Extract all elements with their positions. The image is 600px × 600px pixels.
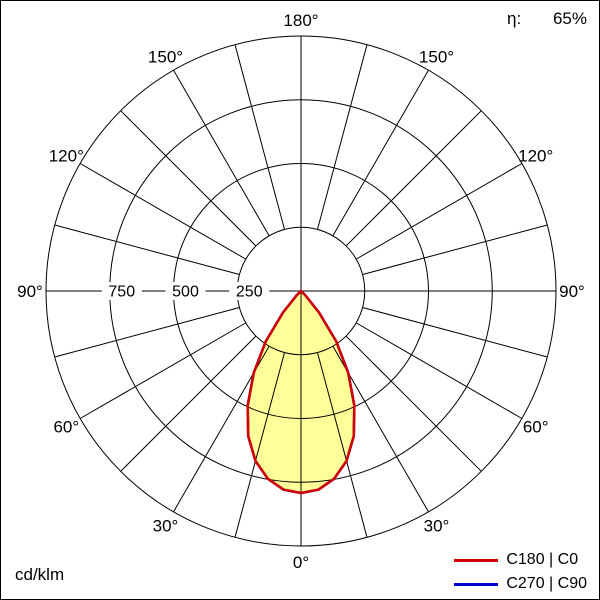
unit-label: cd/klm (15, 565, 65, 584)
legend-label-c0: C180 | C0 (506, 551, 579, 568)
svg-text:500: 500 (172, 284, 199, 301)
svg-text:30°: 30° (424, 517, 450, 536)
svg-text:250: 250 (236, 284, 263, 301)
svg-text:180°: 180° (283, 11, 318, 30)
svg-text:0°: 0° (293, 553, 309, 572)
svg-text:60°: 60° (523, 418, 549, 437)
svg-text:90°: 90° (559, 282, 585, 301)
svg-text:150°: 150° (419, 47, 454, 66)
legend-line-red (454, 558, 499, 562)
legend-item-c90: C270 | C90 (454, 575, 587, 593)
efficiency-readout: η: 65% (507, 9, 587, 29)
legend: C180 | C0 C270 | C90 (454, 551, 587, 593)
svg-text:120°: 120° (49, 147, 84, 166)
svg-text:150°: 150° (148, 47, 183, 66)
svg-text:750: 750 (108, 284, 135, 301)
svg-text:30°: 30° (153, 517, 179, 536)
efficiency-label: η: (507, 9, 522, 28)
legend-item-c0: C180 | C0 (454, 551, 587, 569)
legend-line-blue (454, 582, 499, 586)
svg-text:120°: 120° (518, 147, 553, 166)
svg-text:90°: 90° (17, 282, 43, 301)
efficiency-value: 65% (552, 9, 587, 28)
svg-text:60°: 60° (53, 418, 79, 437)
legend-label-c90: C270 | C90 (506, 575, 587, 592)
